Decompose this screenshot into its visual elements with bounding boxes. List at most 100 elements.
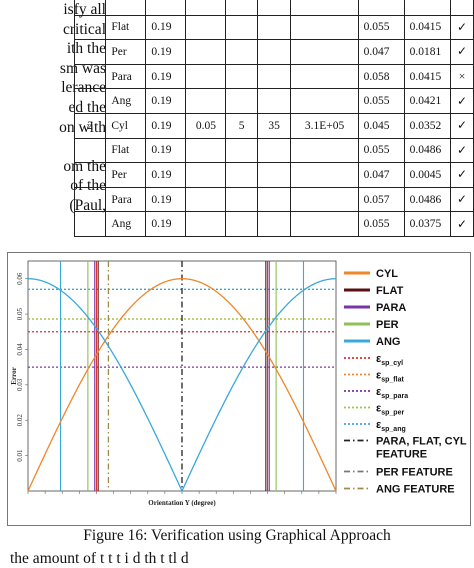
table-cell-c1: 0.19 [145, 162, 187, 188]
table-cell-c5 [290, 63, 359, 90]
y-tick-label: 0.06 [16, 272, 24, 285]
table-cell-mark: ✓ [450, 162, 474, 188]
table-row: Para 0.19 0.058 0.0415 × [73, 63, 474, 90]
legend-label: εsp_cyl [376, 353, 403, 367]
table-row: Ang 0.19 0.055 0.0421 ✓ [73, 88, 474, 114]
table-cell-c2 [185, 162, 227, 188]
table-cell-shape: Ang [105, 211, 147, 237]
table-cell-c7: 0.0486 [403, 186, 452, 213]
table-cell-id [73, 39, 107, 65]
y-tick-label: 0.05 [16, 307, 24, 320]
table-cell-c7: 0.0486 [403, 137, 452, 164]
table-cell-id [73, 88, 107, 114]
table-cell-c2 [185, 39, 227, 65]
table-cell-c4 [256, 0, 292, 16]
table-cell-shape: Per [105, 162, 147, 188]
table-cell-c4 [256, 137, 292, 164]
table-cell-shape [105, 0, 147, 16]
table-cell-c4 [256, 14, 292, 41]
table-cell-mark: ✓ [450, 137, 474, 164]
table-cell-mark: ✓ [450, 186, 474, 213]
table-cell-id [73, 162, 107, 188]
y-tick-label: 0.01 [16, 449, 24, 462]
table-cell-c3 [225, 0, 258, 16]
table-cell-c2 [185, 137, 227, 164]
table-cell-c2 [185, 211, 227, 237]
table-cell-mark: ✓ [450, 39, 474, 65]
table-row [73, 0, 474, 16]
y-tick-label: 0.02 [16, 414, 24, 427]
table-cell-c6: 0.055 [357, 14, 405, 41]
table-cell-id: 2 [73, 112, 107, 139]
table-cell-c7 [403, 0, 452, 16]
table-cell-c2 [185, 88, 227, 114]
table-cell-c1: 0.19 [145, 137, 187, 164]
table-cell-c1: 0.19 [145, 112, 187, 139]
table-cell-c7: 0.0181 [403, 39, 452, 65]
table-row: Per 0.19 0.047 0.0181 ✓ [73, 39, 474, 65]
table-cell-c4 [256, 63, 292, 90]
table-cell-id [73, 63, 107, 90]
figure-caption: Figure 16: Verification using Graphical … [83, 527, 391, 544]
legend-label: εsp_para [376, 386, 408, 400]
table-cell-c5 [290, 88, 359, 114]
table-cell-c4 [256, 39, 292, 65]
table-cell-shape: Flat [105, 137, 147, 164]
body-text-bottom: the amount of t t t i d th t tl d [10, 550, 189, 567]
table-cell-c7: 0.0415 [403, 63, 452, 90]
legend-label: PER [376, 319, 399, 331]
table-cell-id [73, 211, 107, 237]
table-cell-c3 [225, 186, 258, 213]
table-cell-c6: 0.047 [357, 39, 405, 65]
y-tick-label: 0.04 [16, 343, 24, 356]
table-cell-c4: 35 [256, 112, 292, 139]
legend-label: ANG [376, 336, 400, 348]
table-cell-c1: 0.19 [145, 186, 187, 213]
table-cell-c5 [290, 211, 359, 237]
table-cell-c1 [145, 0, 187, 16]
table-cell-c5 [290, 39, 359, 65]
table-cell-c6: 0.047 [357, 162, 405, 188]
curve-ang [27, 278, 337, 493]
table-cell-mark: ✓ [450, 88, 474, 114]
table-cell-shape: Para [105, 63, 147, 90]
table-cell-c3 [225, 39, 258, 65]
table-cell-c2: 0.05 [185, 112, 227, 139]
figure-chart: 0.01 0.02 0.03 0.04 0.05 0.06 Orientation Y (d… [7, 252, 471, 526]
table-cell-id [73, 0, 107, 16]
x-axis-label: Orientation Y (degree) [148, 499, 216, 507]
table-cell-c7: 0.0421 [403, 88, 452, 114]
table-cell-c6: 0.058 [357, 63, 405, 90]
table-cell-c1: 0.19 [145, 88, 187, 114]
table-cell-c1: 0.19 [145, 63, 187, 90]
table-cell-c1: 0.19 [145, 211, 187, 237]
table-cell-c6: 0.055 [357, 211, 405, 237]
curve-cyl [27, 278, 337, 492]
table-cell-c6: 0.057 [357, 186, 405, 213]
table-cell-c3: 5 [225, 112, 258, 139]
table-cell-id [73, 137, 107, 164]
table-row: Flat 0.19 0.055 0.0415 ✓ [73, 14, 474, 41]
table-cell-c5 [290, 0, 359, 16]
table-cell-c3 [225, 63, 258, 90]
table-cell-c2 [185, 14, 227, 41]
legend-label: εsp_ang [376, 419, 406, 433]
table-cell-id [73, 186, 107, 213]
table-cell-c2 [185, 63, 227, 90]
table-cell-c6: 0.045 [357, 112, 405, 139]
table-cell-mark [450, 0, 474, 16]
table-cell-c3 [225, 137, 258, 164]
legend-label: FLAT [376, 285, 404, 297]
table-cell-c3 [225, 14, 258, 41]
table-cell-c3 [225, 162, 258, 188]
table-cell-c2 [185, 0, 227, 16]
table-cell-mark: ✓ [450, 211, 474, 237]
table-cell-c5: 3.1E+05 [290, 112, 359, 139]
table-cell-c5 [290, 186, 359, 213]
table-cell-c4 [256, 88, 292, 114]
table-cell-c4 [256, 162, 292, 188]
table-cell-c4 [256, 211, 292, 237]
table-cell-mark: ✓ [450, 14, 474, 41]
table-cell-c6: 0.055 [357, 137, 405, 164]
table-cell-shape: Per [105, 39, 147, 65]
